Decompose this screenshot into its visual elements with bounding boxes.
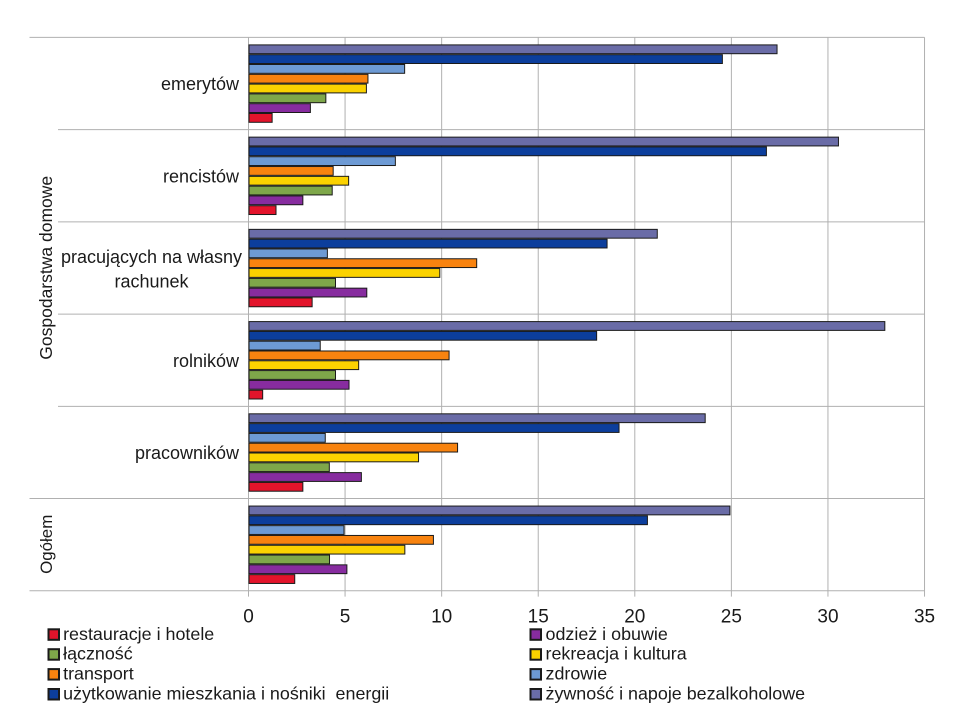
svg-text:Gospodarstwa domowe: Gospodarstwa domowe bbox=[36, 176, 56, 360]
svg-text:rencistów: rencistów bbox=[163, 166, 240, 186]
svg-text:rachunek: rachunek bbox=[114, 272, 189, 292]
svg-text:pracujących na własny: pracujących na własny bbox=[61, 247, 242, 267]
svg-text:restauracje i hotele: restauracje i hotele bbox=[63, 624, 214, 644]
svg-text:użytkowanie mieszkania i nośni: użytkowanie mieszkania i nośniki energii bbox=[63, 684, 389, 704]
svg-text:20: 20 bbox=[624, 607, 645, 628]
svg-text:15: 15 bbox=[528, 607, 549, 628]
svg-text:rekreacja i kultura: rekreacja i kultura bbox=[546, 644, 687, 664]
svg-text:5: 5 bbox=[340, 607, 351, 628]
svg-text:Ogółem: Ogółem bbox=[37, 515, 56, 574]
svg-text:rolników: rolników bbox=[173, 351, 240, 371]
svg-text:35: 35 bbox=[914, 607, 935, 628]
svg-text:25: 25 bbox=[721, 607, 742, 628]
svg-text:30: 30 bbox=[817, 607, 838, 628]
svg-text:zdrowie: zdrowie bbox=[546, 664, 608, 684]
svg-text:10: 10 bbox=[431, 607, 452, 628]
svg-text:emerytów: emerytów bbox=[161, 74, 240, 94]
svg-text:0: 0 bbox=[243, 607, 254, 628]
svg-text:żywność i napoje bezalkoholowe: żywność i napoje bezalkoholowe bbox=[546, 684, 806, 704]
svg-text:transport: transport bbox=[63, 664, 134, 684]
svg-text:odzież i obuwie: odzież i obuwie bbox=[546, 624, 668, 644]
svg-text:łączność: łączność bbox=[63, 644, 133, 664]
svg-text:pracowników: pracowników bbox=[135, 443, 240, 463]
